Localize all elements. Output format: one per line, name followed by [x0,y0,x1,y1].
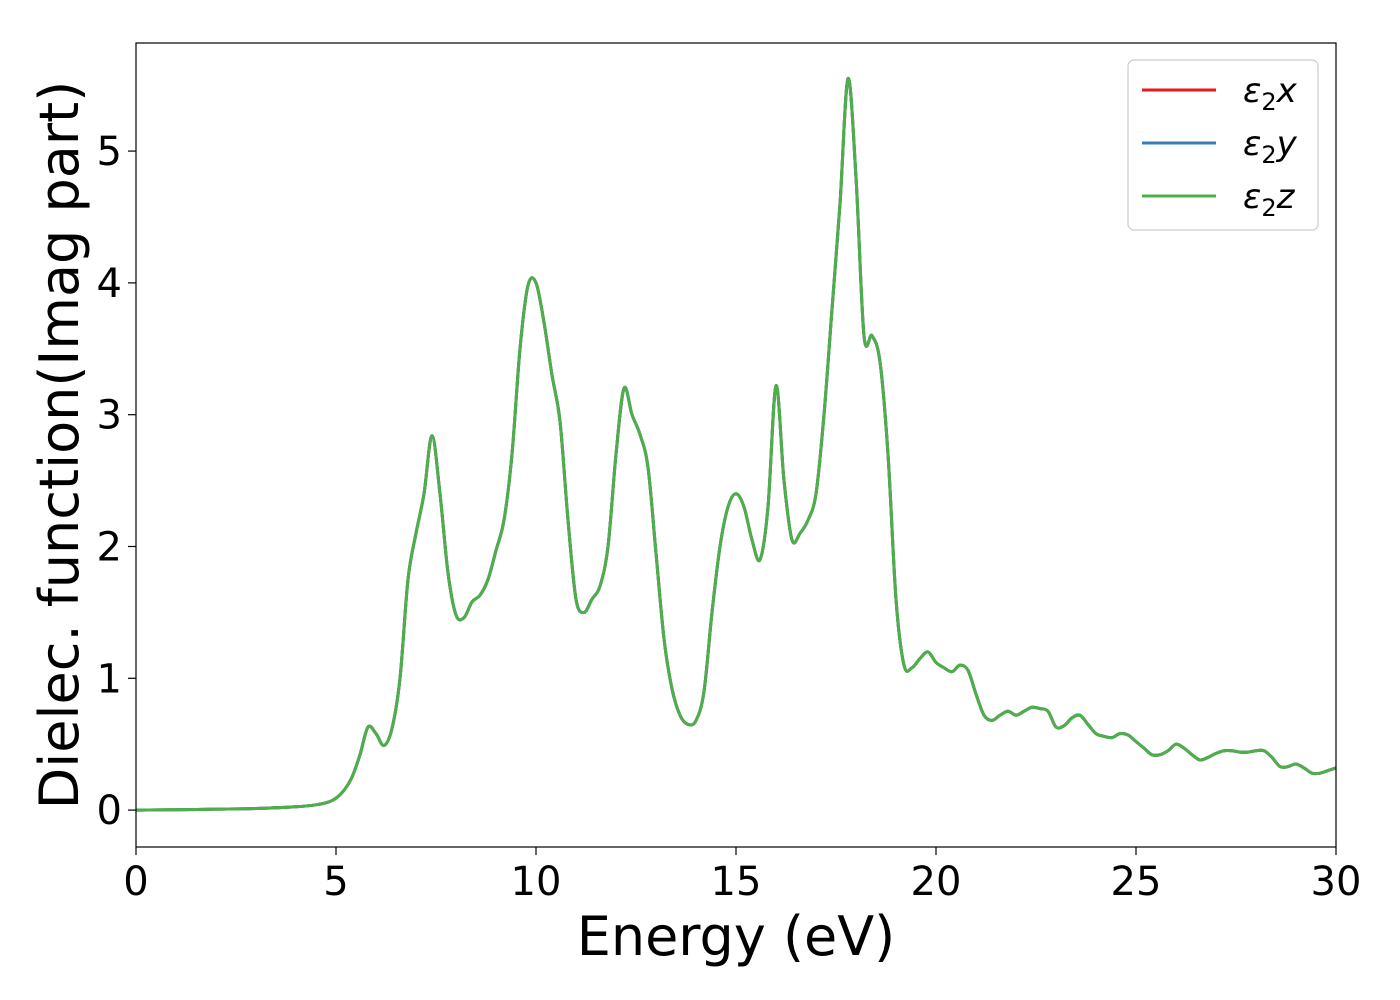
x-tick-label: 20 [911,859,962,905]
y-tick-label: 4 [97,261,122,307]
y-tick-label: 3 [97,393,122,439]
y-axis-ticks: 0 1 2 3 4 5 [97,129,136,834]
x-axis-title: Energy (eV) [577,905,896,968]
x-tick-label: 0 [123,859,148,905]
y-tick-label: 0 [97,788,122,834]
y-axis-title: Dielec. function(Imag part) [28,81,91,810]
y-tick-label: 2 [97,524,122,570]
legend: ε2x ε2y ε2z [1127,59,1319,231]
legend-label: ε2y [1243,124,1298,169]
y-tick-label: 1 [97,656,122,702]
series-layer [135,77,1337,812]
y-tick-label: 5 [97,129,122,175]
x-tick-label: 30 [1311,859,1362,905]
x-tick-label: 10 [511,859,562,905]
x-tick-label: 15 [711,859,762,905]
series-line-3 [135,77,1337,812]
x-tick-label: 25 [1111,859,1162,905]
legend-label: ε2x [1243,71,1298,116]
legend-box [1127,59,1319,231]
x-axis-ticks: 0 5 10 15 20 25 30 [123,847,1361,905]
legend-label: ε2z [1243,177,1296,222]
x-tick-label: 5 [323,859,348,905]
